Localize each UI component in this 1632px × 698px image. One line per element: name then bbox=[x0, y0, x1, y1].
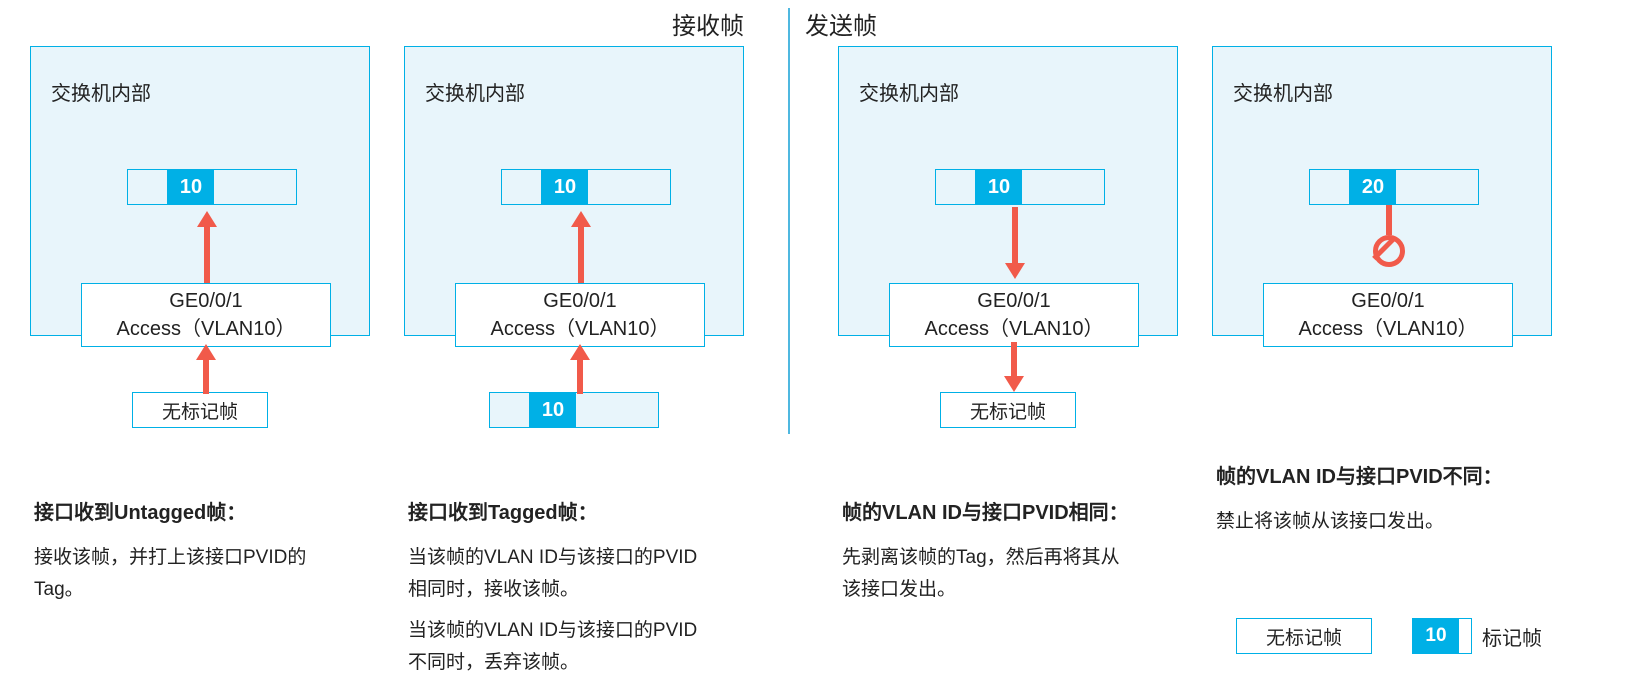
desc-title: 接口收到Tagged帧： bbox=[408, 498, 698, 528]
panels-row: 交换机内部10GE0/0/1Access（VLAN10）无标记帧接口收到Unta… bbox=[30, 46, 1552, 687]
legend-tagged-label: 标记帧 bbox=[1482, 622, 1542, 651]
frame-tag: 10 bbox=[542, 170, 588, 204]
legend-untagged-frame: 无标记帧 bbox=[1236, 618, 1372, 654]
panel-0: 交换机内部 10 GE0/0/1Access（VLAN10） 无标记帧接口收到Unta… bbox=[30, 46, 370, 687]
frame-seg-right bbox=[1396, 170, 1478, 204]
legend-tagged-tag: 10 bbox=[1413, 619, 1459, 653]
internal-frame: 10 bbox=[127, 169, 297, 205]
legend-tagged-frame: 10 bbox=[1412, 618, 1472, 654]
external-frame-untagged: 无标记帧 bbox=[940, 392, 1076, 428]
desc-title: 帧的VLAN ID与接口PVID相同： bbox=[842, 498, 1132, 528]
internal-frame: 10 bbox=[501, 169, 671, 205]
description: 接口收到Tagged帧： 当该帧的VLAN ID与该接口的PVID相同时，接收该帧… bbox=[408, 498, 698, 687]
description: 接口收到Untagged帧： 接收该帧，并打上该接口PVID的Tag。 bbox=[34, 498, 324, 615]
frame-tag: 10 bbox=[530, 393, 576, 427]
switch-box: 交换机内部20GE0/0/1Access（VLAN10） bbox=[1212, 46, 1552, 336]
frame-tag: 10 bbox=[976, 170, 1022, 204]
switch-title: 交换机内部 bbox=[51, 77, 151, 106]
desc-title: 接口收到Untagged帧： bbox=[34, 498, 324, 528]
port-mode: Access（VLAN10） bbox=[117, 315, 296, 343]
panel-2: 交换机内部 10 GE0/0/1Access（VLAN10） 无标记帧帧的VLAN I… bbox=[838, 46, 1178, 687]
port-name: GE0/0/1 bbox=[169, 287, 242, 315]
port-name: GE0/0/1 bbox=[1351, 287, 1424, 315]
desc-p1: 接收该帧，并打上该接口PVID的Tag。 bbox=[34, 542, 324, 607]
switch-box: 交换机内部10GE0/0/1Access（VLAN10） bbox=[838, 46, 1178, 336]
description: 帧的VLAN ID与接口PVID相同： 先剥离该帧的Tag，然后再将其从该接口发出… bbox=[842, 498, 1132, 615]
desc-p1: 先剥离该帧的Tag，然后再将其从该接口发出。 bbox=[842, 542, 1132, 607]
external-frame-untagged: 无标记帧 bbox=[132, 392, 268, 428]
frame-tag: 10 bbox=[168, 170, 214, 204]
frame-seg-right bbox=[576, 393, 658, 427]
description: 帧的VLAN ID与接口PVID不同： 禁止将该帧从该接口发出。 bbox=[1216, 462, 1506, 546]
switch-title: 交换机内部 bbox=[1233, 77, 1333, 106]
frame-seg-left bbox=[502, 170, 542, 204]
frame-seg-right bbox=[214, 170, 296, 204]
port-name: GE0/0/1 bbox=[543, 287, 616, 315]
internal-frame: 10 bbox=[935, 169, 1105, 205]
panel-1: 交换机内部 10 GE0/0/1Access（VLAN10） 10 接口收到Tagged… bbox=[404, 46, 744, 687]
frame-seg-right bbox=[1022, 170, 1104, 204]
port-box: GE0/0/1Access（VLAN10） bbox=[455, 283, 705, 347]
frame-tag: 20 bbox=[1350, 170, 1396, 204]
port-box: GE0/0/1Access（VLAN10） bbox=[889, 283, 1139, 347]
port-box: GE0/0/1Access（VLAN10） bbox=[1263, 283, 1513, 347]
legend-tagged: 10 标记帧 bbox=[1412, 618, 1542, 654]
port-name: GE0/0/1 bbox=[977, 287, 1050, 315]
desc-title: 帧的VLAN ID与接口PVID不同： bbox=[1216, 462, 1506, 492]
header-send: 发送帧 bbox=[805, 6, 877, 41]
frame-seg-left bbox=[936, 170, 976, 204]
frame-seg-right bbox=[588, 170, 670, 204]
port-mode: Access（VLAN10） bbox=[1299, 315, 1478, 343]
external-frame-tagged: 10 bbox=[489, 392, 659, 428]
legend-untagged-label: 无标记帧 bbox=[1266, 623, 1342, 650]
internal-frame: 20 bbox=[1309, 169, 1479, 205]
legend-untagged: 无标记帧 bbox=[1236, 618, 1372, 654]
switch-box: 交换机内部10GE0/0/1Access（VLAN10） bbox=[30, 46, 370, 336]
switch-box: 交换机内部10GE0/0/1Access（VLAN10） bbox=[404, 46, 744, 336]
port-box: GE0/0/1Access（VLAN10） bbox=[81, 283, 331, 347]
frame-seg-left bbox=[1310, 170, 1350, 204]
panel-3: 交换机内部 20 GE0/0/1Access（VLAN10） 帧的VLAN ID与接口… bbox=[1212, 46, 1552, 687]
untagged-label: 无标记帧 bbox=[970, 397, 1046, 424]
frame-seg-left bbox=[128, 170, 168, 204]
port-mode: Access（VLAN10） bbox=[925, 315, 1104, 343]
legend: 无标记帧 10 标记帧 bbox=[1236, 618, 1542, 654]
desc-p1: 禁止将该帧从该接口发出。 bbox=[1216, 506, 1506, 538]
untagged-label: 无标记帧 bbox=[162, 397, 238, 424]
frame-seg-left bbox=[490, 393, 530, 427]
switch-title: 交换机内部 bbox=[425, 77, 525, 106]
header-receive: 接收帧 bbox=[672, 6, 744, 41]
desc-p1: 当该帧的VLAN ID与该接口的PVID相同时，接收该帧。 bbox=[408, 542, 698, 607]
switch-title: 交换机内部 bbox=[859, 77, 959, 106]
desc-p2: 当该帧的VLAN ID与该接口的PVID不同时，丢弃该帧。 bbox=[408, 615, 698, 680]
port-mode: Access（VLAN10） bbox=[491, 315, 670, 343]
